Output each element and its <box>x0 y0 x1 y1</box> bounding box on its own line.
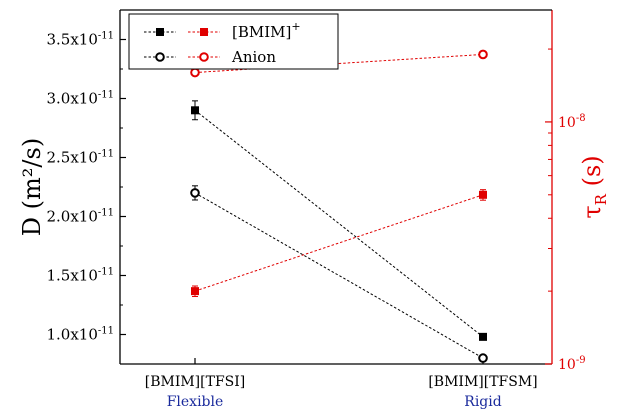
series-line <box>194 53 484 74</box>
axes: 1.0x10-11 1.5x10-11 2.0x10-11 2.5x10-11 3.0x… <box>18 9 610 410</box>
series-1 <box>191 100 487 341</box>
data-point <box>478 353 488 363</box>
data-point <box>190 67 200 78</box>
left-tick-label: 3.0x10-11 <box>46 90 114 108</box>
left-tick-label: 1.0x10-11 <box>46 326 114 344</box>
legend-entry: Anion <box>144 48 276 66</box>
legend-label: [BMIM]+ <box>232 20 301 41</box>
left-axis-title: D (m²/s) <box>18 138 46 236</box>
right-tick-label: 10-9 <box>558 355 586 373</box>
x-tick-label: [BMIM][TFSI] <box>145 374 246 390</box>
left-tick-label: 2.5x10-11 <box>46 149 114 167</box>
data-point <box>191 106 199 115</box>
series-line <box>194 192 484 359</box>
data-point <box>479 190 487 199</box>
series-2 <box>190 185 488 363</box>
right-axis-title: τR (s) <box>578 155 610 218</box>
x-tick-label: [BMIM][TFSM] <box>428 374 537 390</box>
legend-marker-black <box>155 52 165 62</box>
legend: [BMIM]+ Anion <box>128 13 339 70</box>
legend-entry: [BMIM]+ <box>144 20 301 41</box>
x-category-sublabel: Flexible <box>167 394 224 410</box>
legend-marker-black <box>156 28 164 36</box>
left-tick-label: 3.5x10-11 <box>46 31 114 49</box>
legend-marker-red <box>199 52 209 62</box>
data-point <box>191 287 199 296</box>
series-line <box>194 194 484 292</box>
data-point <box>190 188 200 198</box>
series-layer <box>190 49 488 363</box>
right-tick-label: 10-8 <box>558 113 586 131</box>
legend-label: Anion <box>231 48 276 66</box>
legend-marker-red <box>200 28 208 36</box>
x-category-sublabel: Rigid <box>464 394 501 410</box>
left-tick-label: 2.0x10-11 <box>46 208 114 226</box>
series-3 <box>191 189 487 298</box>
data-point <box>479 332 487 341</box>
data-point <box>478 49 488 60</box>
series-line <box>194 109 484 338</box>
left-tick-label: 1.5x10-11 <box>46 267 114 285</box>
